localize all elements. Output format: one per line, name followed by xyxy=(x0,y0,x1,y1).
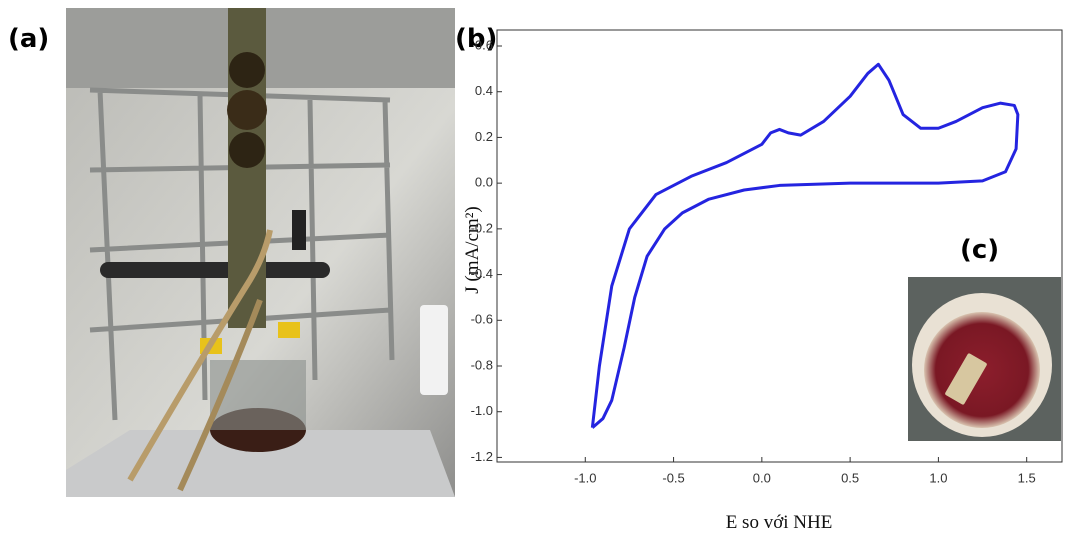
photo-a xyxy=(66,8,455,497)
y-tick-label: -0.4 xyxy=(471,266,493,281)
y-axis-title: J (mA/cm²) xyxy=(462,206,483,294)
x-tick-label: -1.0 xyxy=(574,470,596,485)
x-tick-label: 1.0 xyxy=(929,470,947,485)
y-tick-label: -1.0 xyxy=(471,403,493,418)
plot-frame xyxy=(496,29,1063,463)
y-tick-label: -0.8 xyxy=(471,357,493,372)
y-tick-label: 0.6 xyxy=(475,37,493,52)
panel-label: (b) xyxy=(455,24,497,54)
y-tick-label: 0.4 xyxy=(475,83,493,98)
y-tick-label: -0.2 xyxy=(471,220,493,235)
x-tick-label: 0.0 xyxy=(753,470,771,485)
x-tick-label: -0.5 xyxy=(662,470,684,485)
y-tick-label: 0.2 xyxy=(475,129,493,144)
photo-c xyxy=(908,277,1061,441)
y-tick-label: -1.2 xyxy=(471,449,493,464)
y-tick-label: -0.6 xyxy=(471,312,493,327)
panel-label: (c) xyxy=(960,235,999,265)
cv-curve xyxy=(590,62,1020,429)
x-axis-title: E so với NHE xyxy=(726,512,833,533)
x-tick-label: 1.5 xyxy=(1018,470,1036,485)
panel-label: (a) xyxy=(8,24,49,54)
x-tick-label: 0.5 xyxy=(841,470,859,485)
y-tick-label: 0.0 xyxy=(475,175,493,190)
